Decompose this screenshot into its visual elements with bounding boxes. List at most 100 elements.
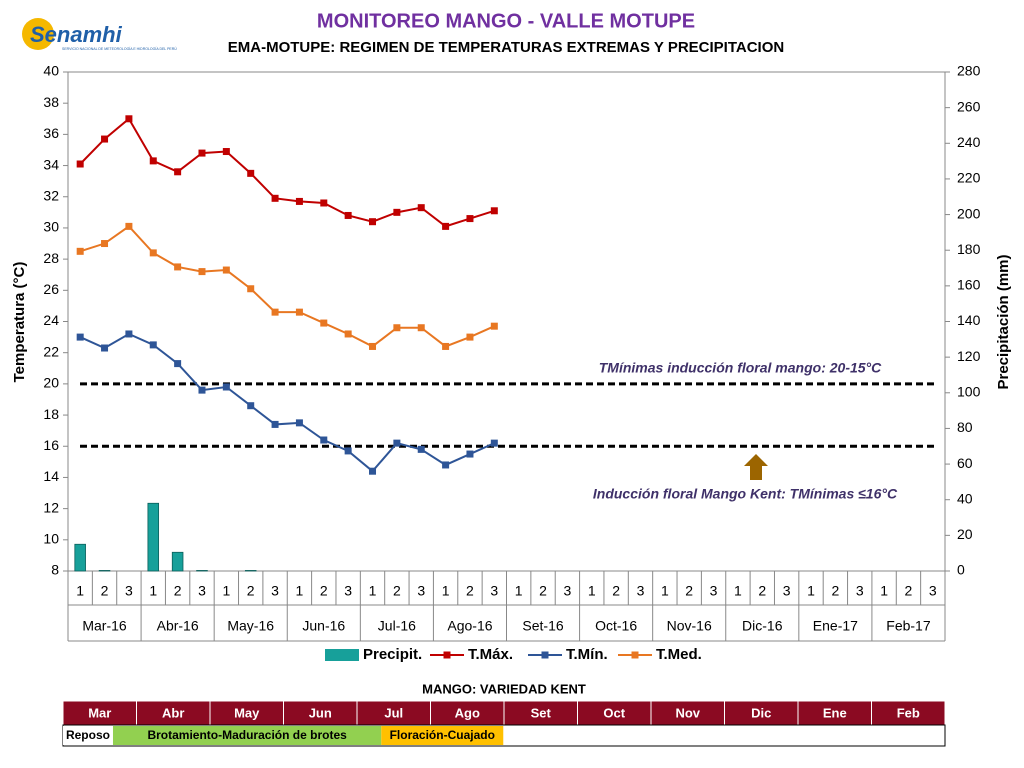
month-label: Feb-17 — [886, 618, 931, 634]
phase-cell — [63, 726, 113, 745]
y-tick-label: 36 — [43, 125, 59, 141]
x-tick-label: 3 — [637, 583, 645, 599]
x-tick-label: 3 — [856, 583, 864, 599]
y2-tick-label: 80 — [957, 419, 973, 435]
series-marker — [149, 341, 157, 349]
month-cell-label: May — [234, 705, 260, 720]
month-label: Set-16 — [522, 618, 563, 634]
series-marker — [490, 439, 498, 447]
series-marker — [320, 319, 328, 327]
chart-subtitle: EMA-MOTUPE: REGIMEN DE TEMPERATURAS EXTR… — [228, 39, 784, 56]
x-tick-label: 2 — [174, 583, 182, 599]
precip-bar — [244, 570, 257, 572]
month-label: May-16 — [227, 618, 274, 634]
logo-subtitle: SERVICIO NACIONAL DE METEOROLOGÍA E HIDR… — [62, 47, 177, 51]
arrow — [744, 454, 768, 480]
phase-cell — [112, 726, 382, 745]
y2-tick-label: 140 — [957, 312, 981, 328]
series-marker — [295, 308, 303, 316]
y2-tick-label: 20 — [957, 526, 973, 542]
month-cell-label: Jun — [309, 705, 332, 720]
y-tick-label: 38 — [43, 94, 59, 110]
x-tick-label: 3 — [344, 583, 352, 599]
x-tick-label: 3 — [710, 583, 718, 599]
y2-axis-label: Precipitación (mm) — [995, 254, 1012, 389]
month-cell-label: Mar — [88, 705, 111, 720]
legend-label: T.Med. — [656, 646, 702, 663]
logo-sun — [22, 18, 54, 50]
legend-label: Precipit. — [363, 646, 422, 663]
x-tick-label: 1 — [661, 583, 669, 599]
phase-cell — [381, 726, 504, 745]
series-marker — [222, 266, 230, 274]
legend-label: T.Mín. — [566, 646, 608, 663]
x-tick-label: 2 — [905, 583, 913, 599]
series-marker — [490, 322, 498, 330]
series-marker — [369, 342, 377, 350]
logo-name: Senamhi — [30, 22, 123, 47]
series-marker — [222, 383, 230, 391]
y2-tick-label: 260 — [957, 98, 981, 114]
x-tick-label: 2 — [320, 583, 328, 599]
series-marker — [417, 204, 425, 212]
series-marker — [417, 445, 425, 453]
y2-tick-label: 200 — [957, 205, 981, 221]
y-tick-label: 18 — [43, 406, 59, 422]
series-marker — [76, 247, 84, 255]
series-marker — [344, 330, 352, 338]
x-tick-label: 2 — [612, 583, 620, 599]
x-tick-label: 1 — [222, 583, 230, 599]
x-tick-label: 1 — [76, 583, 84, 599]
y2-tick-label: 40 — [957, 490, 973, 506]
series-marker — [222, 148, 230, 156]
month-cell-label: Jul — [384, 705, 403, 720]
series-marker — [198, 268, 206, 276]
y2-tick-label: 120 — [957, 348, 981, 364]
series-marker — [369, 218, 377, 226]
x-tick-label: 1 — [369, 583, 377, 599]
month-cell-label: Nov — [675, 705, 700, 720]
series-marker — [247, 169, 255, 177]
precip-bar — [196, 570, 208, 572]
y-tick-label: 32 — [43, 187, 59, 203]
y-tick-label: 12 — [43, 499, 59, 515]
series-marker — [466, 450, 474, 458]
series-marker — [198, 386, 206, 394]
x-tick-label: 1 — [588, 583, 596, 599]
month-label: Ene-17 — [813, 618, 858, 634]
month-cell — [503, 700, 578, 726]
series-marker — [198, 149, 206, 157]
x-tick-label: 3 — [564, 583, 572, 599]
y2-tick-label: 280 — [957, 63, 981, 79]
precip-bar — [171, 551, 184, 572]
series-marker — [393, 324, 401, 332]
annotation: Inducción floral Mango Kent: TMínimas ≤1… — [593, 486, 898, 502]
series-marker — [271, 420, 279, 428]
annotation: TMínimas inducción floral mango: 20-15°C — [599, 360, 882, 376]
y-tick-label: 40 — [43, 63, 59, 79]
series-marker — [76, 160, 84, 168]
legend-swatch — [631, 651, 639, 659]
x-tick-label: 2 — [101, 583, 109, 599]
series-marker — [271, 194, 279, 202]
month-label: Ago-16 — [447, 618, 492, 634]
y-tick-label: 10 — [43, 531, 59, 547]
y-tick-label: 16 — [43, 437, 59, 453]
month-label: Mar-16 — [82, 618, 127, 634]
series-marker — [149, 249, 157, 257]
y-tick-label: 20 — [43, 375, 59, 391]
x-tick-label: 2 — [685, 583, 693, 599]
x-tick-label: 1 — [515, 583, 523, 599]
y2-tick-label: 160 — [957, 277, 981, 293]
series-marker — [149, 157, 157, 165]
y-tick-label: 28 — [43, 250, 59, 266]
series-marker — [247, 285, 255, 293]
month-cell — [797, 700, 872, 726]
series-marker — [101, 135, 109, 143]
y2-tick-label: 100 — [957, 383, 981, 399]
series-marker — [393, 439, 401, 447]
x-tick-label: 3 — [198, 583, 206, 599]
x-tick-label: 2 — [393, 583, 401, 599]
x-tick-label: 2 — [539, 583, 547, 599]
month-cell-label: Dic — [751, 705, 771, 720]
